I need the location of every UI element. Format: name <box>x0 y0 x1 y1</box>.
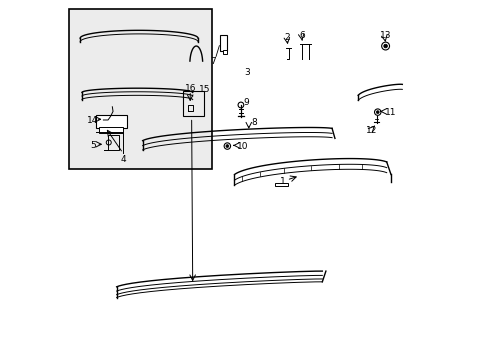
Bar <box>223 50 226 54</box>
Text: 9: 9 <box>244 98 249 107</box>
Text: 8: 8 <box>251 118 257 127</box>
Bar <box>220 35 226 51</box>
Text: 1: 1 <box>280 177 285 186</box>
Circle shape <box>225 145 228 148</box>
Text: 14: 14 <box>86 116 98 125</box>
Text: 3: 3 <box>244 68 250 77</box>
Circle shape <box>376 111 378 113</box>
Text: 6: 6 <box>299 31 305 40</box>
Text: 12: 12 <box>365 126 377 135</box>
Circle shape <box>383 44 386 48</box>
Bar <box>69 9 212 169</box>
Text: 16: 16 <box>184 84 196 93</box>
Text: 5: 5 <box>90 141 95 150</box>
Bar <box>183 91 203 116</box>
Bar <box>274 183 288 186</box>
Text: 11: 11 <box>384 108 396 117</box>
Text: 7: 7 <box>209 57 215 66</box>
Text: 10: 10 <box>237 141 248 150</box>
Text: 4: 4 <box>120 155 125 164</box>
Bar <box>99 127 123 133</box>
Bar <box>96 114 126 128</box>
Text: 13: 13 <box>379 31 390 40</box>
Text: 2: 2 <box>284 33 289 42</box>
Text: 15: 15 <box>198 85 210 94</box>
